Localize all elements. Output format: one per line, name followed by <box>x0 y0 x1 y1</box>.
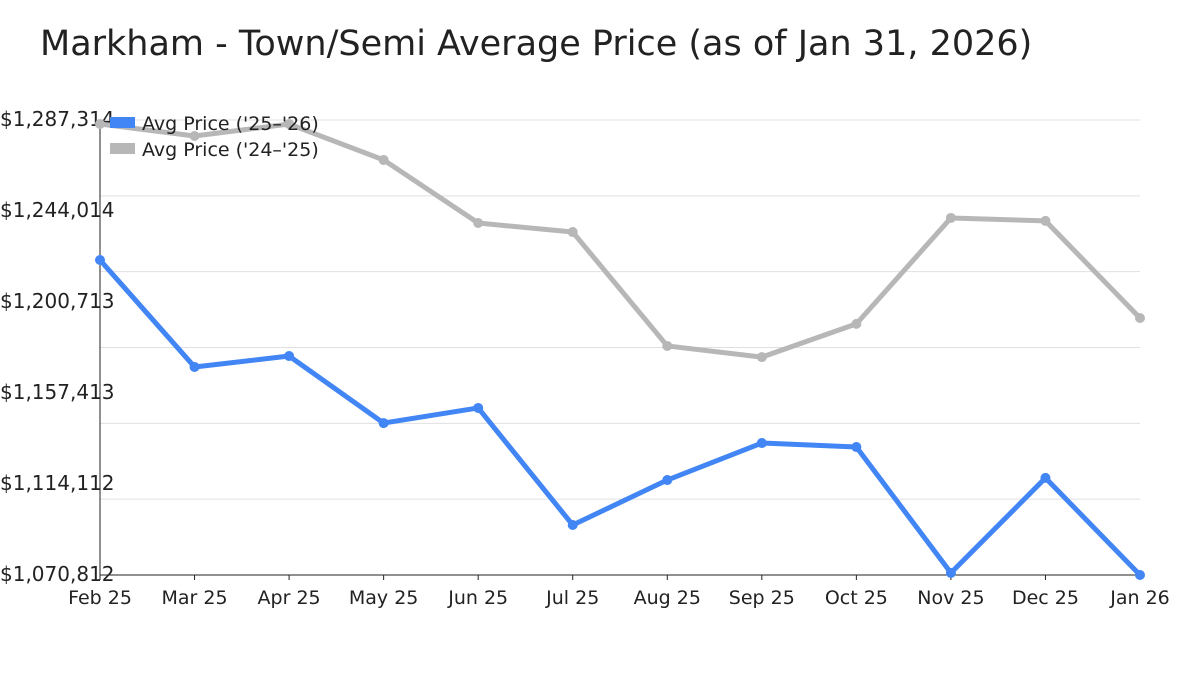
data-point <box>284 119 295 130</box>
x-tick-label: Jan 26 <box>1109 587 1170 609</box>
x-tick-label: Apr 25 <box>258 587 321 609</box>
data-point <box>1135 312 1145 323</box>
data-point <box>662 340 673 351</box>
data-point <box>1040 472 1051 483</box>
y-tick-label: $1,244,014 <box>0 198 115 222</box>
data-point <box>473 218 484 229</box>
legend-swatch <box>110 117 135 128</box>
y-tick-label: $1,287,314 <box>0 107 115 131</box>
x-tick-label: Mar 25 <box>162 587 228 609</box>
y-tick-label: $1,070,812 <box>0 562 115 586</box>
y-tick-label: $1,114,112 <box>0 471 115 495</box>
data-point <box>567 520 578 531</box>
chart-title: Markham - Town/Semi Average Price (as of… <box>40 24 1033 64</box>
data-point <box>189 361 200 372</box>
x-tick-label: Feb 25 <box>68 587 132 609</box>
y-tick-label: $1,200,713 <box>0 289 115 313</box>
data-point <box>473 402 484 413</box>
data-point <box>945 567 956 578</box>
data-point <box>1040 215 1051 226</box>
data-point <box>756 438 767 449</box>
series-line-0 <box>98 258 1142 577</box>
x-tick-label: Jun 25 <box>447 587 508 609</box>
data-point <box>567 227 578 238</box>
legend-label: Avg Price ('24–'25) <box>142 139 319 161</box>
data-point <box>662 475 673 486</box>
data-point <box>756 352 767 363</box>
y-tick-label: $1,157,413 <box>0 380 115 404</box>
data-point <box>945 212 956 223</box>
x-tick-label: Jul 25 <box>545 587 599 609</box>
x-tick-label: May 25 <box>349 587 419 609</box>
x-tick-label: Oct 25 <box>825 587 888 609</box>
data-point <box>284 351 295 362</box>
data-point <box>378 154 389 165</box>
data-point <box>1135 570 1145 580</box>
x-tick-label: Nov 25 <box>917 587 984 609</box>
legend-label: Avg Price ('25–'26) <box>142 113 319 135</box>
series-line-1 <box>99 121 1142 360</box>
x-tick-label: Dec 25 <box>1012 587 1079 609</box>
data-point <box>378 418 389 429</box>
data-point <box>851 442 862 453</box>
legend-swatch <box>110 143 135 154</box>
x-tick-label: Aug 25 <box>634 587 701 609</box>
data-point <box>189 131 200 142</box>
data-point <box>95 254 105 265</box>
data-point <box>95 119 105 130</box>
x-tick-label: Sep 25 <box>729 587 795 609</box>
data-point <box>851 318 862 329</box>
